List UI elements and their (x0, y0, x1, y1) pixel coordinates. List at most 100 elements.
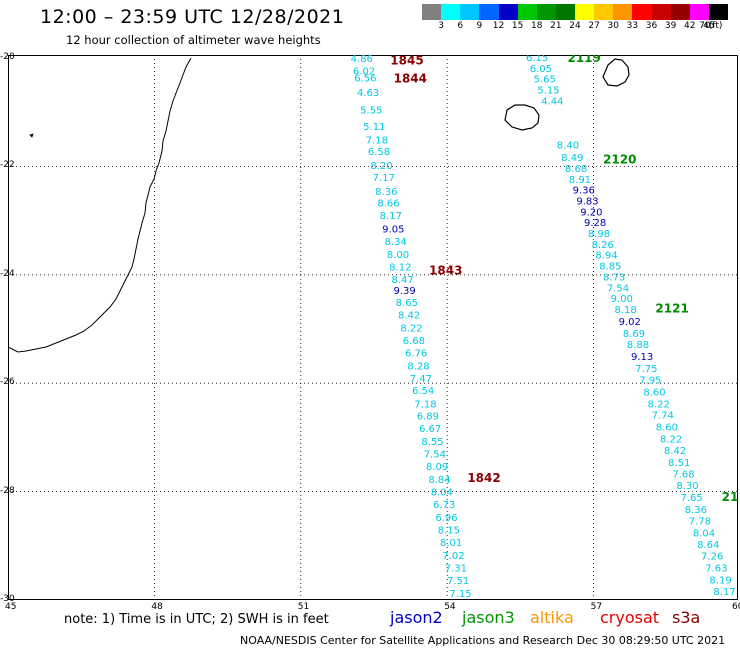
legend-cryosat: cryosat (600, 608, 660, 627)
swh-value: 7.95 (639, 375, 661, 386)
swh-value: 9.39 (393, 286, 415, 297)
swh-value: 8.94 (595, 251, 617, 262)
swh-value: 8.69 (623, 329, 645, 340)
swh-value: 6.76 (405, 348, 427, 359)
swh-value: 9.83 (576, 197, 598, 208)
altimeter-map: 4.866.026.564.635.555.117.186.588.207.17… (8, 55, 738, 600)
scale-swatch (498, 4, 518, 20)
swh-value: 7.65 (681, 493, 703, 504)
map-area: 4.86 6.02 6.56 4.63 5.55 5.11 7.18 6.58 8.20 7.17… (8, 55, 738, 600)
swh-value: 8.49 (561, 153, 583, 164)
swh-value: 8.22 (648, 399, 670, 410)
swh-value: 8.18 (614, 305, 636, 316)
map-border (8, 55, 738, 600)
reunion-island (504, 104, 540, 131)
scale-swatch (422, 4, 442, 20)
swh-value: 9.00 (611, 294, 633, 305)
graticule (8, 55, 738, 600)
swh-value: 7.54 (424, 450, 446, 461)
map-subtitle: 12 hour collection of altimeter wave hei… (66, 33, 321, 47)
scale-tick-label: 39 (664, 21, 677, 31)
scale-tick-label: 18 (531, 21, 543, 31)
swh-value: 8.17 (713, 587, 735, 598)
legend-jason3: jason3 (462, 608, 515, 627)
swh-value: 5.55 (360, 105, 382, 116)
mauritius-island (602, 58, 630, 87)
scale-swatch (632, 4, 652, 20)
swh-value: 6.68 (403, 336, 425, 347)
scale-tick-label: 9 (476, 21, 483, 31)
swh-value: 6.54 (412, 386, 434, 397)
longitude-label: 51 (297, 602, 310, 612)
latitude-label: -24 (0, 268, 15, 279)
scale-tick-label: 27 (588, 21, 600, 31)
swh-value: 9.36 (573, 186, 595, 197)
swh-value: 7.68 (672, 470, 694, 481)
map-title: 12:00 – 23:59 UTC 12/28/2021 (40, 6, 345, 28)
coastline-madagascar (8, 57, 192, 353)
swh-value: 8.40 (557, 141, 579, 152)
swh-value: 8.22 (400, 323, 422, 334)
pass-time-label: 2120 (603, 152, 636, 166)
scale-swatch (651, 4, 671, 20)
reunion-coast (504, 104, 540, 131)
swh-value: 8.66 (377, 199, 399, 210)
swh-value: 8.04 (693, 528, 715, 539)
swh-value: 7.51 (447, 576, 469, 587)
pass-time-label: 2121 (655, 301, 688, 315)
swh-value: 5.65 (534, 75, 556, 86)
latitude-label: -28 (0, 485, 15, 496)
scale-tick-label: 12 (492, 21, 505, 31)
scale-unit: (ft) (708, 21, 723, 31)
longitude-label: 45 (5, 602, 17, 612)
latitude-label: -26 (0, 377, 15, 388)
swh-value: 7.63 (705, 563, 727, 574)
pass-time-label: 1842 (467, 471, 500, 485)
scale-swatch (575, 4, 595, 20)
pass-time-label: 2119 (567, 55, 600, 65)
swh-value: 8.01 (440, 538, 462, 549)
scale-tick-label: 42 (684, 21, 696, 31)
swh-value: 8.84 (428, 475, 450, 486)
swh-value: 6.96 (435, 513, 457, 524)
jason2-track: 4.866.026.564.635.555.117.186.588.207.17… (351, 55, 501, 600)
swh-value: 6.05 (530, 64, 552, 75)
swh-value: 4.44 (541, 96, 563, 107)
swh-value: 8.15 (438, 526, 460, 537)
pass-time-label: 1845 (390, 55, 423, 68)
swh-value: 7.17 (373, 173, 395, 184)
islet (29, 133, 34, 138)
longitude-label: 57 (590, 602, 603, 612)
swh-value: 8.26 (592, 240, 614, 251)
swh-value: 8.51 (668, 458, 690, 469)
jason3-track: 6.156.055.655.154.44 8.408.498.688.919.36… (526, 55, 738, 600)
swh-value: 7.31 (445, 563, 467, 574)
scale-tick-label: 15 (511, 21, 524, 31)
swh-value: 8.42 (398, 310, 420, 321)
swh-value: 6.15 (526, 55, 548, 64)
scale-tick-label: 21 (550, 21, 562, 31)
scale-tick-label: 24 (569, 21, 581, 31)
pass-time-label: 1844 (394, 72, 427, 86)
swh-value: 8.60 (643, 387, 665, 398)
scale-swatch (670, 4, 690, 20)
latitude-label: -20 (0, 52, 15, 62)
scale-swatch (708, 4, 728, 20)
swh-value: 4.63 (357, 88, 379, 99)
swh-value: 7.78 (689, 516, 711, 527)
swh-value: 8.47 (391, 275, 413, 286)
swh-value: 8.65 (396, 298, 418, 309)
swh-value: 6.56 (354, 74, 376, 85)
madagascar-coast (8, 57, 192, 353)
swh-value: 7.26 (701, 552, 723, 563)
swh-value: 8.34 (384, 237, 406, 248)
swh-value: 8.91 (569, 175, 591, 186)
scale-swatch (536, 4, 556, 20)
swh-value: 8.20 (370, 161, 392, 172)
scale-tick-label: 3 (438, 21, 444, 31)
swh-value: 8.60 (656, 423, 678, 434)
swh-value: 8.64 (697, 540, 719, 551)
scale-tick-label: 30 (607, 21, 619, 31)
scale-tick-label: 36 (645, 21, 658, 31)
pass-time-label: 1843 (429, 263, 462, 277)
